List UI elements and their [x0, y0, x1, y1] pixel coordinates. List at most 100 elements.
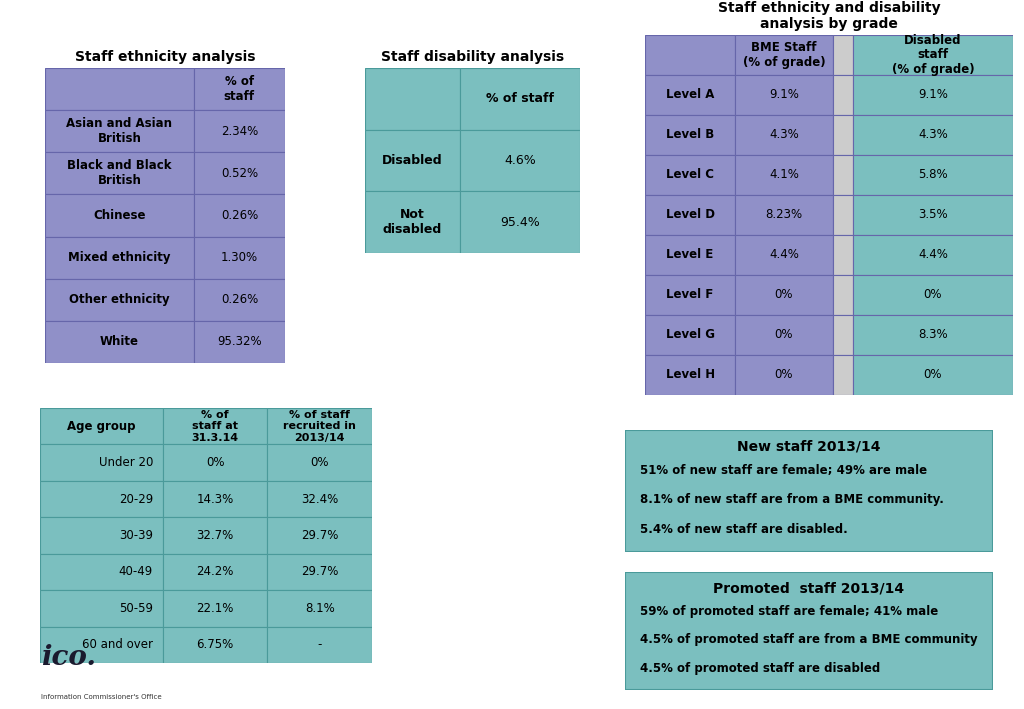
- Bar: [735, 75, 833, 115]
- Bar: [833, 275, 853, 315]
- Text: Level B: Level B: [666, 128, 714, 142]
- Bar: [645, 315, 735, 355]
- Text: 0%: 0%: [775, 369, 794, 381]
- Text: Promoted  staff 2013/14: Promoted staff 2013/14: [714, 581, 904, 596]
- Text: Age group: Age group: [68, 420, 135, 432]
- Text: % of
staff at
31.3.14: % of staff at 31.3.14: [191, 410, 239, 443]
- Text: Under 20: Under 20: [98, 456, 153, 469]
- Text: 5.8%: 5.8%: [919, 169, 948, 182]
- Bar: [40, 627, 163, 663]
- Text: 8.1% of new staff are from a BME community.: 8.1% of new staff are from a BME communi…: [640, 493, 943, 506]
- Bar: [194, 68, 285, 110]
- Bar: [735, 35, 833, 75]
- Bar: [853, 35, 1013, 75]
- Bar: [45, 68, 194, 110]
- Text: -: -: [317, 638, 322, 652]
- Bar: [45, 237, 194, 279]
- Text: 22.1%: 22.1%: [197, 602, 233, 615]
- Bar: [163, 445, 267, 481]
- Text: 32.7%: 32.7%: [197, 529, 233, 542]
- Bar: [365, 68, 460, 130]
- Bar: [45, 321, 194, 363]
- Text: 95.32%: 95.32%: [217, 335, 262, 348]
- Bar: [163, 518, 267, 554]
- Bar: [853, 75, 1013, 115]
- Text: Level E: Level E: [667, 248, 714, 262]
- Text: 14.3%: 14.3%: [197, 493, 233, 506]
- Text: Level C: Level C: [666, 169, 714, 182]
- Text: 4.5% of promoted staff are from a BME community: 4.5% of promoted staff are from a BME co…: [640, 633, 977, 647]
- Bar: [267, 408, 372, 445]
- Bar: [267, 627, 372, 663]
- Bar: [45, 279, 194, 321]
- Bar: [833, 355, 853, 395]
- Text: 4.3%: 4.3%: [769, 128, 799, 142]
- Bar: [853, 315, 1013, 355]
- Bar: [645, 235, 735, 275]
- Bar: [645, 115, 735, 155]
- Bar: [853, 115, 1013, 155]
- Bar: [163, 408, 267, 445]
- Bar: [45, 110, 194, 152]
- Text: 59% of promoted staff are female; 41% male: 59% of promoted staff are female; 41% ma…: [640, 605, 938, 618]
- Text: 2.34%: 2.34%: [221, 125, 258, 138]
- Text: Other ethnicity: Other ethnicity: [69, 294, 170, 306]
- Text: 3.5%: 3.5%: [919, 208, 948, 221]
- Text: 4.3%: 4.3%: [919, 128, 948, 142]
- Text: 0.52%: 0.52%: [221, 167, 258, 180]
- Text: 6.75%: 6.75%: [197, 638, 233, 652]
- Title: Staff ethnicity and disability
analysis by grade: Staff ethnicity and disability analysis …: [718, 1, 940, 31]
- Text: 0%: 0%: [775, 328, 794, 342]
- Bar: [460, 130, 580, 191]
- Bar: [853, 195, 1013, 235]
- Text: 0%: 0%: [924, 289, 942, 301]
- Text: 0%: 0%: [924, 369, 942, 381]
- Text: % of staff
recruited in
2013/14: % of staff recruited in 2013/14: [284, 410, 356, 443]
- Text: 1.30%: 1.30%: [221, 251, 258, 264]
- Bar: [853, 275, 1013, 315]
- Text: 8.1%: 8.1%: [305, 602, 335, 615]
- Text: Level G: Level G: [666, 328, 715, 342]
- Text: 51% of new staff are female; 49% are male: 51% of new staff are female; 49% are mal…: [640, 464, 927, 477]
- Text: BME Staff
(% of grade): BME Staff (% of grade): [742, 41, 825, 69]
- Bar: [460, 191, 580, 253]
- FancyBboxPatch shape: [625, 430, 993, 552]
- Bar: [645, 355, 735, 395]
- Text: 29.7%: 29.7%: [301, 566, 338, 579]
- Bar: [40, 590, 163, 627]
- Bar: [194, 110, 285, 152]
- Bar: [735, 195, 833, 235]
- Bar: [163, 590, 267, 627]
- Text: Information Commissioner's Office: Information Commissioner's Office: [41, 694, 162, 700]
- Bar: [645, 195, 735, 235]
- Text: 9.1%: 9.1%: [769, 89, 799, 101]
- Text: 0%: 0%: [310, 456, 329, 469]
- Text: 0.26%: 0.26%: [221, 209, 258, 222]
- Text: 95.4%: 95.4%: [500, 216, 540, 229]
- Bar: [833, 155, 853, 195]
- Bar: [40, 408, 163, 445]
- Text: 4.4%: 4.4%: [919, 248, 948, 262]
- Bar: [365, 130, 460, 191]
- Text: 29.7%: 29.7%: [301, 529, 338, 542]
- Text: Not
disabled: Not disabled: [383, 208, 442, 236]
- Bar: [267, 554, 372, 590]
- Bar: [853, 155, 1013, 195]
- Text: 9.1%: 9.1%: [919, 89, 948, 101]
- Bar: [833, 75, 853, 115]
- Text: Asian and Asian
British: Asian and Asian British: [67, 117, 172, 145]
- Bar: [735, 235, 833, 275]
- Text: 4.5% of promoted staff are disabled: 4.5% of promoted staff are disabled: [640, 661, 880, 675]
- Bar: [267, 481, 372, 518]
- Text: 4.4%: 4.4%: [769, 248, 799, 262]
- Bar: [735, 155, 833, 195]
- Text: 32.4%: 32.4%: [301, 493, 338, 506]
- Bar: [45, 194, 194, 237]
- Text: Level A: Level A: [666, 89, 715, 101]
- Bar: [833, 235, 853, 275]
- Bar: [853, 355, 1013, 395]
- Text: Level H: Level H: [666, 369, 715, 381]
- Text: 40-49: 40-49: [119, 566, 153, 579]
- Text: 24.2%: 24.2%: [197, 566, 233, 579]
- Bar: [735, 115, 833, 155]
